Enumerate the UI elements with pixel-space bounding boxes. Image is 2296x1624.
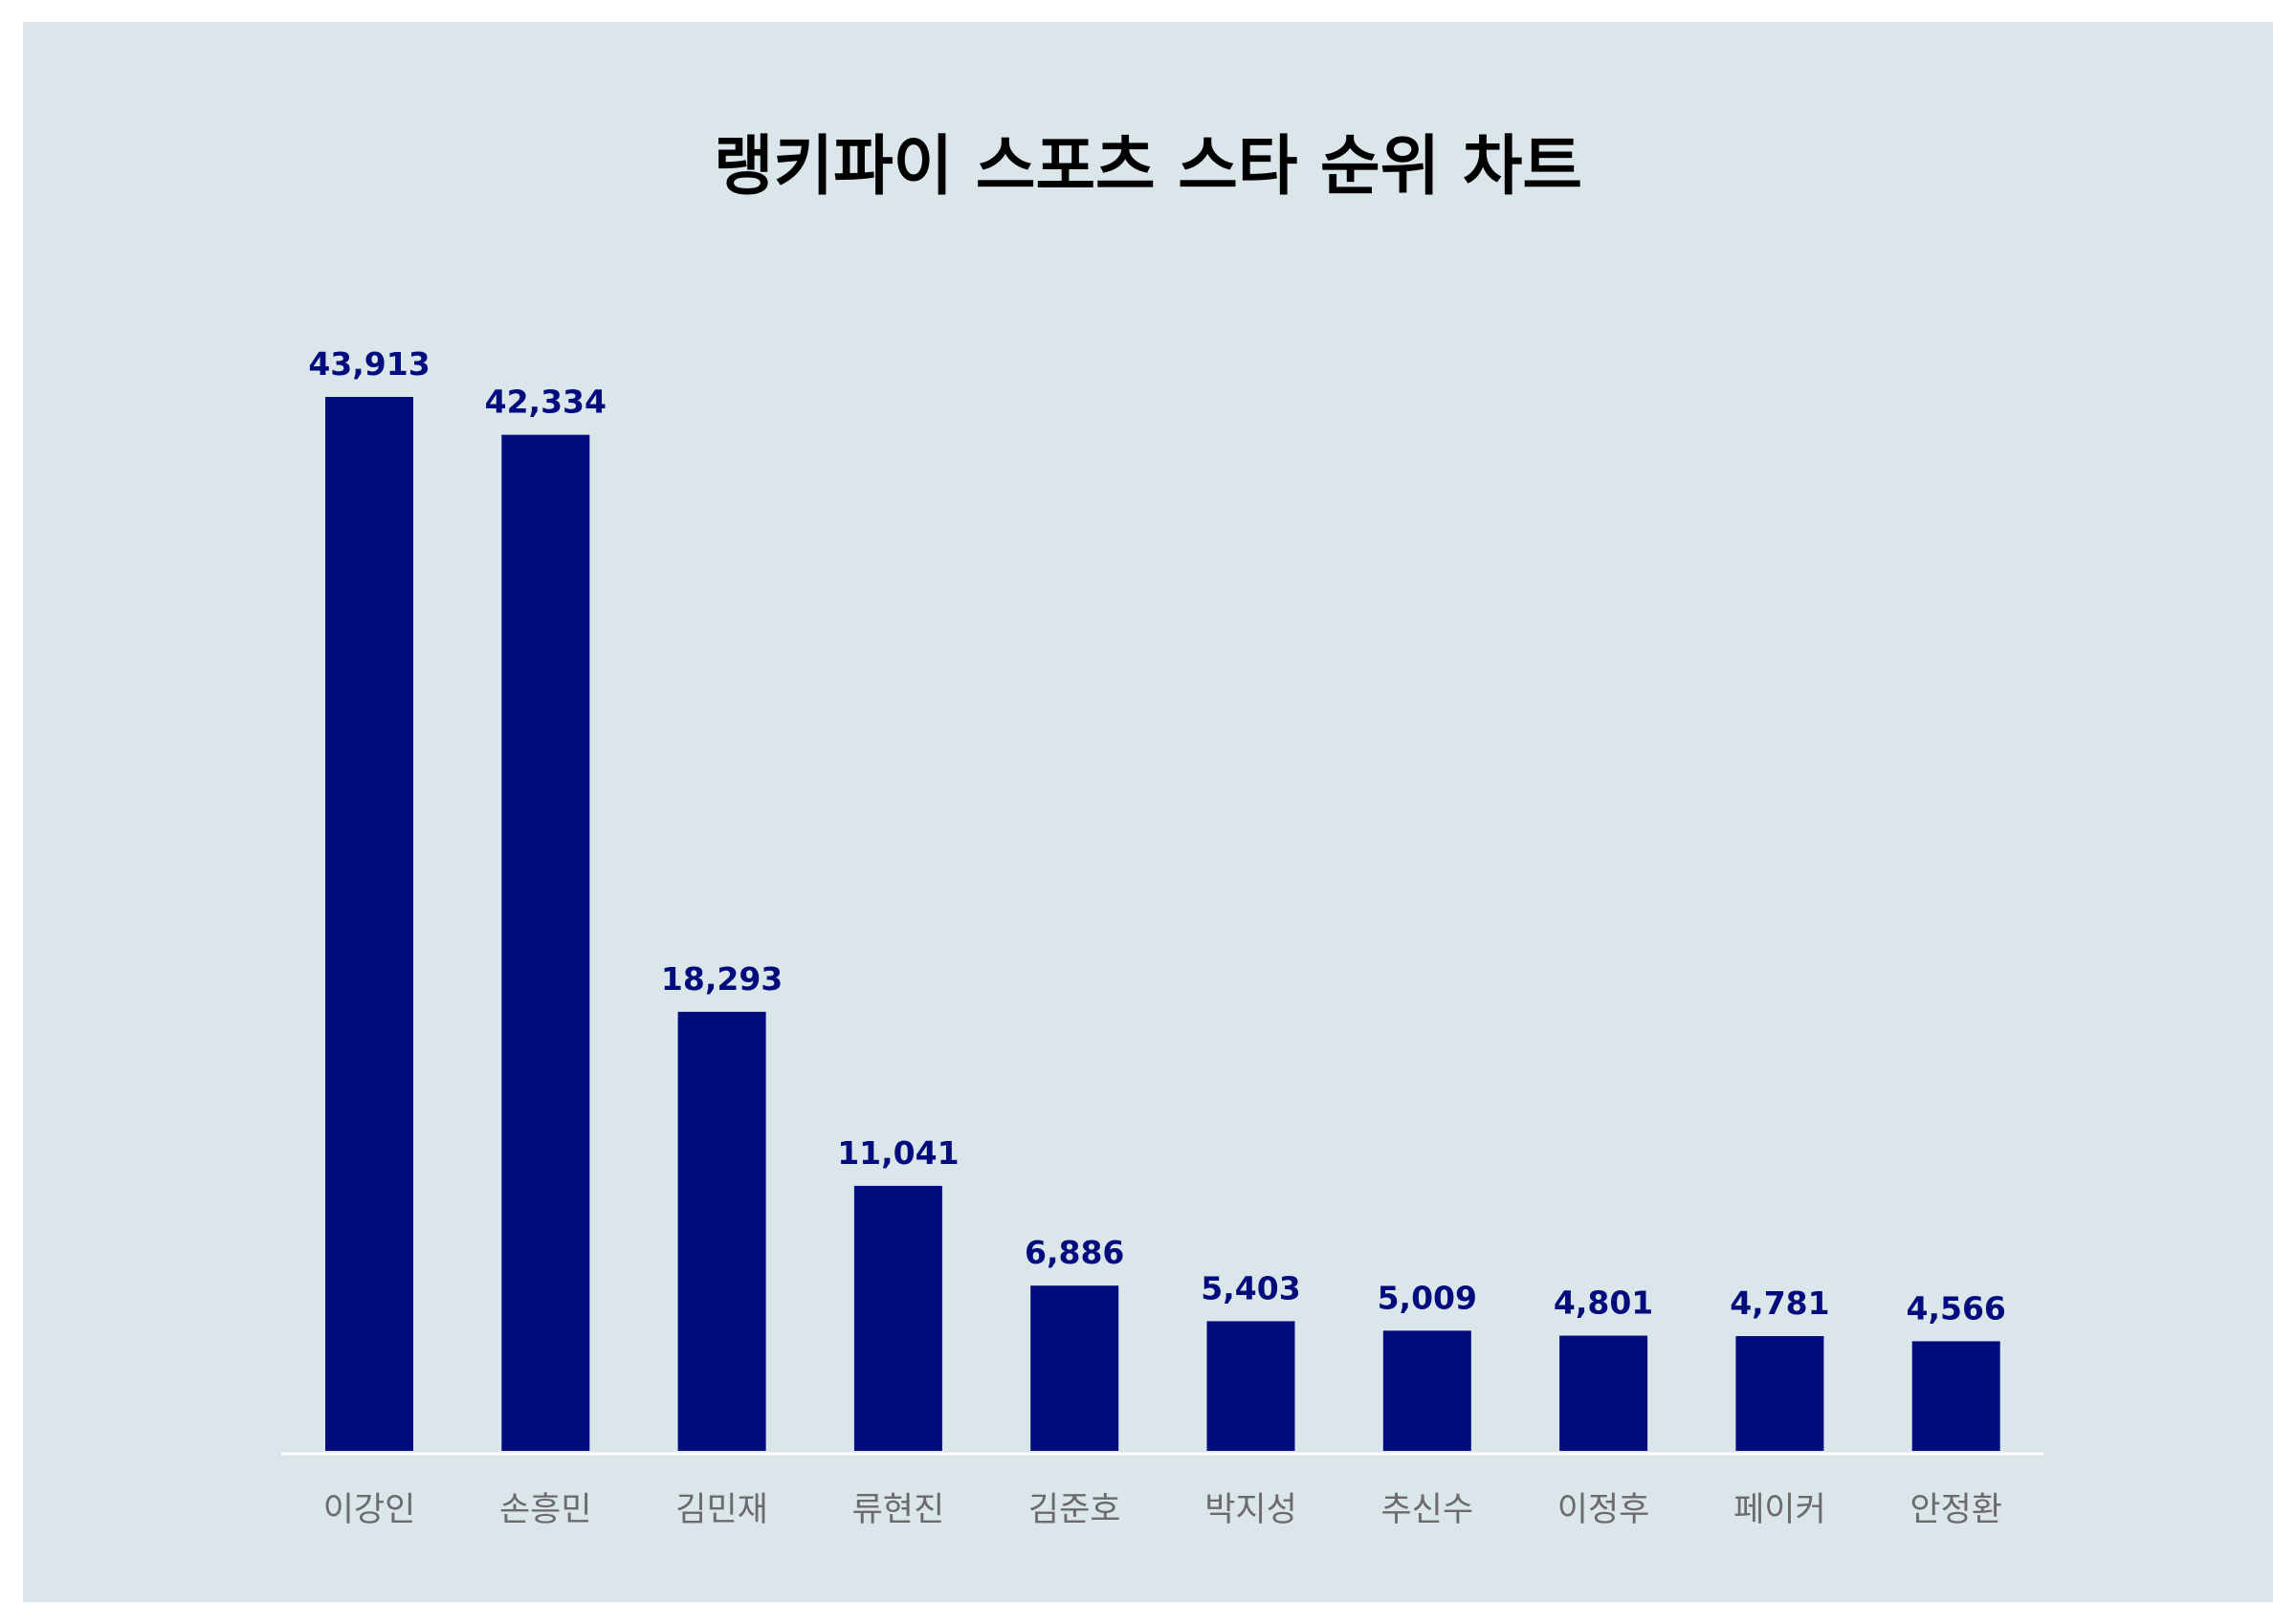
bar	[1735, 1336, 1824, 1451]
category-label: 이정후	[1557, 1491, 1650, 1529]
bar	[677, 1011, 766, 1451]
value-label: 6,886	[1025, 1234, 1124, 1271]
value-label: 42,334	[485, 384, 607, 421]
category-label: 이강인	[323, 1491, 416, 1529]
bar	[1382, 1330, 1471, 1451]
category-label: 김민재	[675, 1491, 768, 1529]
value-labels-layer: 43,913 42,334 18,293 11,041 6,886 5,403 5,009 4…	[308, 345, 2006, 1327]
value-label: 4,801	[1554, 1284, 1653, 1322]
value-label: 5,403	[1201, 1269, 1300, 1306]
bars-layer	[325, 397, 2000, 1452]
value-label: 43,913	[308, 345, 430, 383]
category-label: 페이커	[1733, 1491, 1826, 1529]
category-label: 박지성	[1204, 1491, 1297, 1529]
category-labels-layer: 이강인 손흥민 김민재 류현진 김준호 박지성 추신수 이정후 페이커 안정환	[323, 1491, 2002, 1529]
category-label: 안정환	[1910, 1491, 2002, 1529]
bar	[853, 1185, 942, 1451]
category-label: 추신수	[1380, 1491, 1473, 1529]
bar	[1559, 1335, 1648, 1451]
value-label: 4,566	[1907, 1289, 2006, 1327]
value-label: 18,293	[661, 960, 783, 998]
category-label: 손흥민	[499, 1491, 592, 1529]
bar	[325, 397, 413, 1451]
category-label: 김준호	[1028, 1491, 1121, 1529]
bar	[1911, 1341, 2000, 1451]
bar	[1206, 1321, 1295, 1451]
value-label: 4,781	[1730, 1284, 1829, 1322]
category-label: 류현진	[852, 1491, 945, 1529]
value-label: 5,009	[1378, 1279, 1477, 1316]
chart-title: 랭키파이 스포츠 스타 순위 차트	[714, 129, 1582, 205]
bar	[501, 434, 590, 1452]
value-label: 11,041	[837, 1134, 959, 1172]
bar	[1030, 1285, 1119, 1451]
